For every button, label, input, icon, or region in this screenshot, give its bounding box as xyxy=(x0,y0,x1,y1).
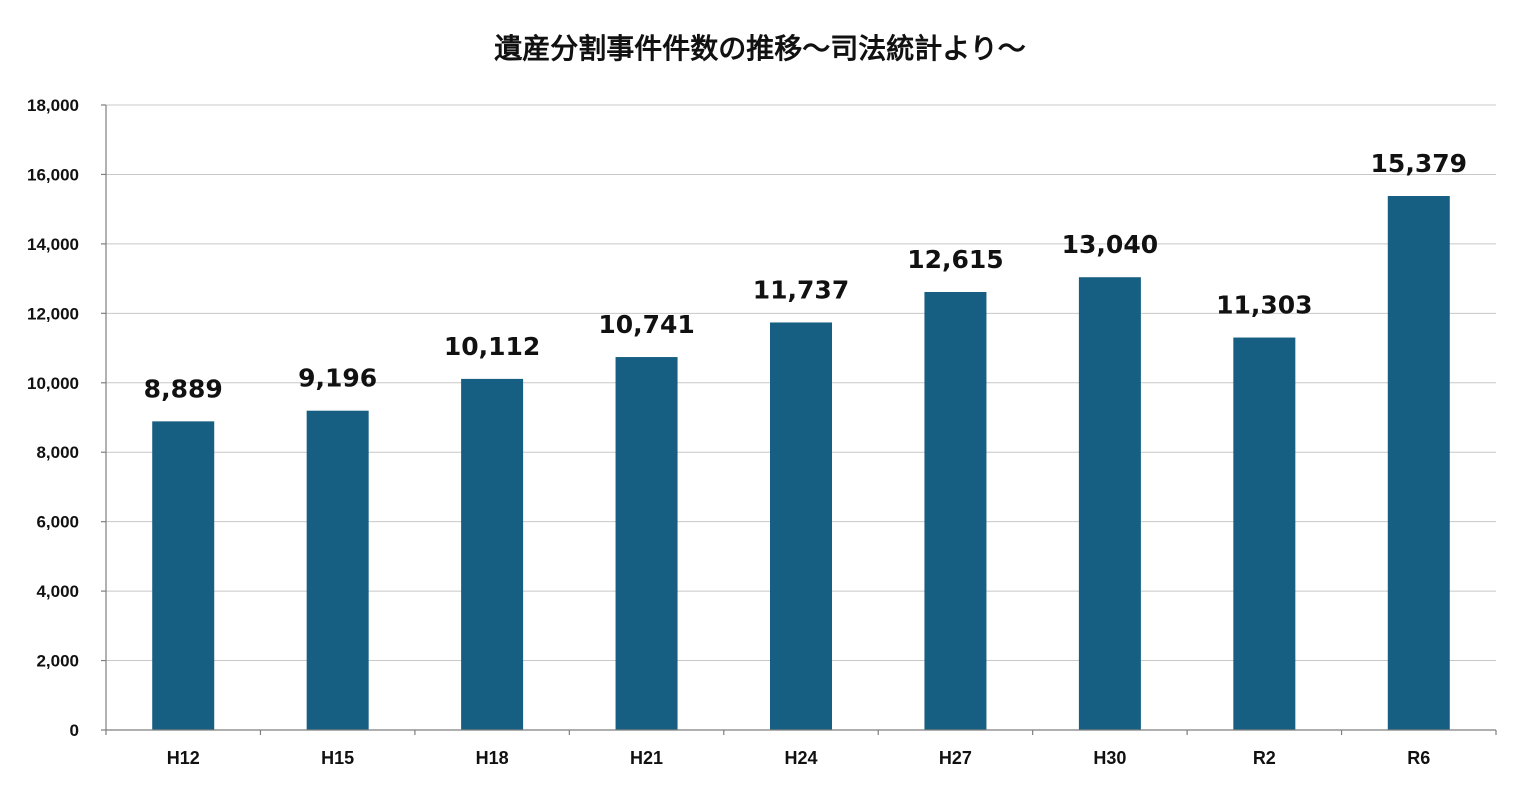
y-tick-label: 6,000 xyxy=(36,513,79,532)
x-tick-label: H24 xyxy=(784,748,817,768)
bar-H18 xyxy=(461,378,524,730)
x-axis-ticks: H12 H15 H18 H21 H24 H27 H30 R2 R6 xyxy=(167,748,1431,768)
bar-H27 xyxy=(924,291,987,730)
x-tick-label: R6 xyxy=(1407,748,1430,768)
data-label: 10,112 xyxy=(444,332,540,361)
y-tick-label: 2,000 xyxy=(36,652,79,671)
chart-title: 遺産分割事件件数の推移～司法統計より～ xyxy=(494,32,1025,65)
bar-R6 xyxy=(1387,196,1450,730)
y-axis-ticks: 0 2,000 4,000 6,000 8,000 10,000 12,000 14,000 1… xyxy=(27,96,79,740)
y-tick-label: 16,000 xyxy=(27,165,79,184)
data-label: 12,615 xyxy=(907,245,1003,274)
data-label: 15,379 xyxy=(1371,149,1467,178)
y-tick-label: 12,000 xyxy=(27,304,79,323)
data-label: 13,040 xyxy=(1062,230,1158,259)
data-label: 11,737 xyxy=(753,275,849,304)
bar-H24 xyxy=(770,322,832,730)
y-tick-label: 10,000 xyxy=(27,374,79,393)
y-tick-label: 18,000 xyxy=(27,96,79,115)
data-label: 8,889 xyxy=(144,374,223,403)
x-tick-label: H15 xyxy=(321,748,354,768)
data-label: 11,303 xyxy=(1216,291,1312,320)
data-labels: 8,889 9,196 10,112 10,741 11,737 12,615 13,040… xyxy=(144,149,1467,403)
y-tick-label: 4,000 xyxy=(36,582,79,601)
x-tick-label: R2 xyxy=(1253,748,1276,768)
x-tick-label: H21 xyxy=(630,748,663,768)
x-tick-label: H27 xyxy=(939,748,972,768)
data-label: 9,196 xyxy=(298,364,377,393)
x-tick-label: H12 xyxy=(167,748,200,768)
bar-H15 xyxy=(306,410,369,730)
y-tick-label: 0 xyxy=(70,721,79,740)
bar-R2 xyxy=(1233,337,1296,730)
x-tick-label: H30 xyxy=(1093,748,1126,768)
axes xyxy=(101,104,1497,735)
bar-H12 xyxy=(152,421,215,730)
bar-H30 xyxy=(1078,277,1141,730)
data-label: 10,741 xyxy=(598,310,694,339)
y-tick-label: 14,000 xyxy=(27,235,79,254)
x-tick-label: H18 xyxy=(476,748,509,768)
bars xyxy=(152,196,1450,730)
y-tick-label: 8,000 xyxy=(36,443,79,462)
bar-H21 xyxy=(615,357,678,730)
